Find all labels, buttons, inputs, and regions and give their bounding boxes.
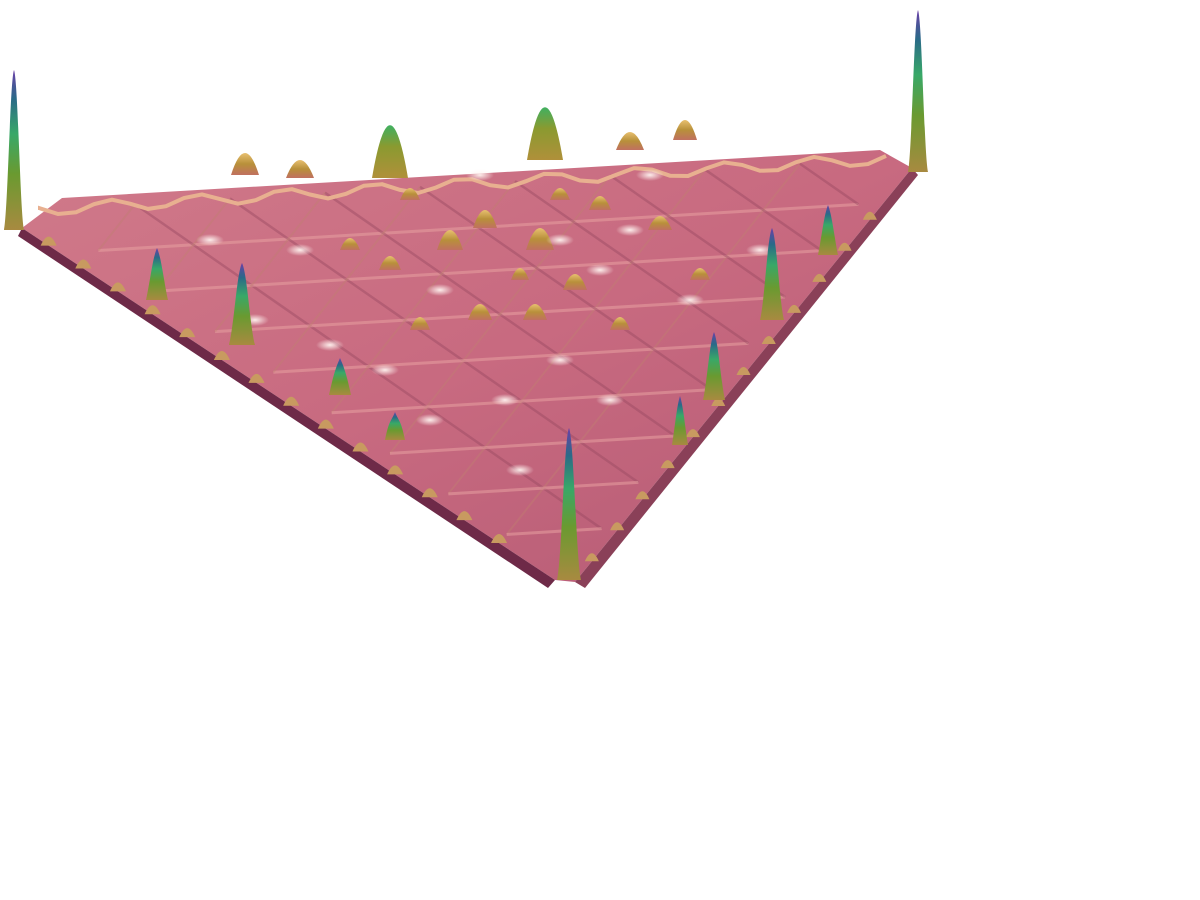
surface-spike	[329, 358, 351, 395]
ridge-line	[506, 527, 602, 536]
surface-bump	[372, 125, 408, 178]
edge-ripple	[812, 273, 827, 282]
edge-ripple	[421, 488, 438, 498]
edge-ripple	[109, 282, 126, 292]
edge-ripple	[248, 373, 265, 383]
surface-bump	[527, 107, 563, 160]
surface-bump	[526, 228, 554, 250]
top-edge-ripple	[38, 154, 887, 217]
edge-ripple	[387, 465, 404, 475]
edge-ripple	[317, 419, 334, 429]
ridge-line	[448, 480, 639, 496]
ridge-line	[273, 341, 749, 374]
surface-spike	[672, 396, 688, 445]
surface-bump	[437, 230, 463, 250]
edge-ripple	[635, 491, 650, 500]
surface-bump	[511, 268, 529, 280]
surface-bump	[473, 210, 497, 228]
ridge-line	[514, 180, 750, 345]
ridge-line	[156, 249, 822, 293]
surface-bump	[589, 196, 611, 210]
edge-ripple	[491, 534, 508, 544]
surface-bump	[468, 304, 492, 320]
edge-ripple	[761, 335, 776, 344]
edge-ripple	[711, 398, 726, 407]
edge-ripple	[787, 304, 802, 313]
surface-bump	[648, 216, 672, 230]
surface-spike	[760, 228, 784, 320]
specular-highlight	[286, 244, 314, 256]
surface-edge-left	[18, 228, 555, 588]
surface-spike	[146, 248, 168, 300]
surface-bump	[616, 132, 644, 150]
ridge-line	[704, 168, 823, 252]
surface-spike	[818, 205, 838, 255]
edge-ripple	[283, 396, 300, 406]
surface-spike	[229, 263, 255, 345]
specular-highlight	[416, 414, 444, 426]
surface-bump	[690, 268, 710, 280]
specular-highlight	[676, 294, 704, 306]
ridge-line	[389, 434, 676, 455]
ridge-line	[331, 388, 712, 415]
edge-ripple	[584, 553, 599, 562]
ridge-line	[272, 186, 421, 373]
specular-highlight	[196, 234, 224, 246]
surface-bump	[523, 304, 547, 320]
surface-spike	[908, 10, 928, 172]
surface-bump	[231, 153, 259, 175]
surface-spike	[4, 70, 24, 230]
edge-ripple	[610, 522, 625, 531]
edge-ripple	[75, 259, 92, 269]
edge-ripple	[837, 242, 852, 251]
specular-highlight	[316, 339, 344, 351]
specular-highlight	[546, 234, 574, 246]
edge-ripple	[179, 328, 196, 338]
surface-bump	[673, 120, 697, 140]
specular-highlight	[371, 364, 399, 376]
surface-bump	[400, 188, 420, 200]
edge-ripple	[352, 442, 369, 452]
edge-ripple	[40, 236, 57, 246]
edge-ripple	[213, 351, 230, 360]
ridge-line	[799, 162, 860, 206]
specular-highlight	[491, 394, 519, 406]
specular-highlight	[596, 394, 624, 406]
specular-highlight	[466, 169, 494, 181]
surface-bump	[340, 238, 360, 250]
surface-bump	[610, 317, 630, 330]
ridge-line	[609, 174, 786, 299]
surface-spike	[703, 332, 725, 400]
surface-spike	[385, 412, 405, 440]
edge-ripple	[862, 211, 877, 220]
surface-bump	[379, 256, 401, 270]
edge-ripple	[736, 367, 751, 375]
ridge-line	[214, 192, 326, 333]
ridge-line	[97, 203, 136, 252]
surface-highlights	[196, 169, 774, 476]
surface-bumps	[40, 107, 877, 562]
edge-ripple	[660, 460, 675, 469]
surface-spikes	[4, 10, 928, 580]
specular-highlight	[586, 264, 614, 276]
specular-highlight	[546, 354, 574, 366]
surface-bump	[563, 274, 587, 290]
edge-ripple	[456, 511, 473, 521]
specular-highlight	[746, 244, 774, 256]
surface-spike	[557, 428, 581, 580]
edge-ripple	[685, 429, 700, 438]
specular-highlight	[616, 224, 644, 236]
surface-bump	[550, 188, 570, 200]
edge-ripple	[144, 305, 161, 315]
specular-highlight	[426, 284, 454, 296]
surface-bump	[410, 317, 430, 330]
surface-edge-right	[575, 168, 918, 588]
surface-bump	[286, 160, 314, 178]
ridge-line	[155, 197, 231, 292]
specular-highlight	[636, 169, 664, 181]
specular-highlight	[506, 464, 534, 476]
